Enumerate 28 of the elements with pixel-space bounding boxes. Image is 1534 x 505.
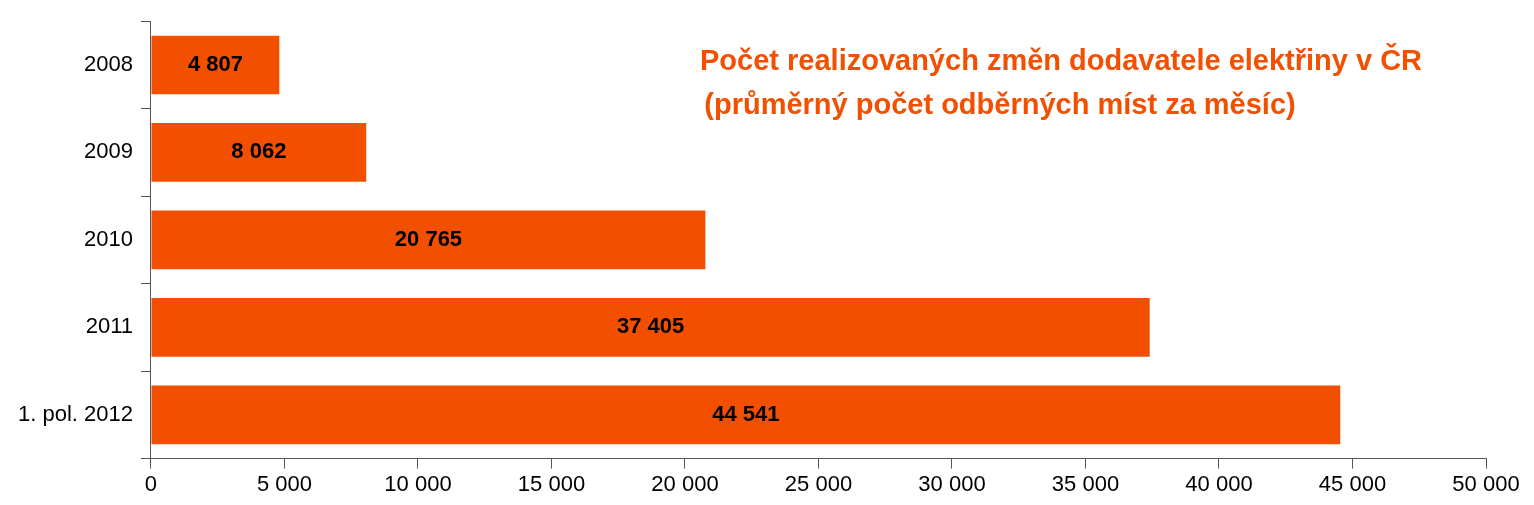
x-tick-label: 45 000 [1318,470,1387,496]
y-tick-label: 1. pol. 2012 [18,400,133,426]
data-label: 20 765 [394,225,463,251]
data-label: 37 405 [616,313,685,339]
y-tick-label: 2009 [84,138,133,164]
data-label: 8 062 [231,138,287,164]
data-label: 44 541 [712,400,780,426]
x-tick-label: 0 [144,470,158,496]
bar [151,210,706,270]
x-tick-label: 10 000 [384,470,452,496]
bar [151,35,280,95]
bar [151,298,1150,357]
x-tick-label: 20 000 [651,470,719,496]
x-tick-label: 35 000 [1051,470,1120,496]
x-tick-label: 50 000 [1452,470,1520,496]
x-tick-label: 5 000 [256,470,313,496]
bar [151,123,367,182]
x-tick-label: 30 000 [918,470,986,496]
y-tick-label: 2008 [84,51,133,76]
y-tick-label: 2011 [85,313,133,339]
bar [151,385,1341,445]
x-tick-label: 15 000 [517,470,586,496]
x-tick-label: 40 000 [1185,470,1253,496]
data-label: 4 807 [187,51,243,76]
text: (průměrný počet odběrných míst za měsíc) [703,87,1297,122]
x-tick-label: 25 000 [784,470,853,496]
text: Počet realizovaných změn dodavatele elektřiny v ČR [700,42,1423,78]
y-tick-label: 2010 [84,225,133,251]
